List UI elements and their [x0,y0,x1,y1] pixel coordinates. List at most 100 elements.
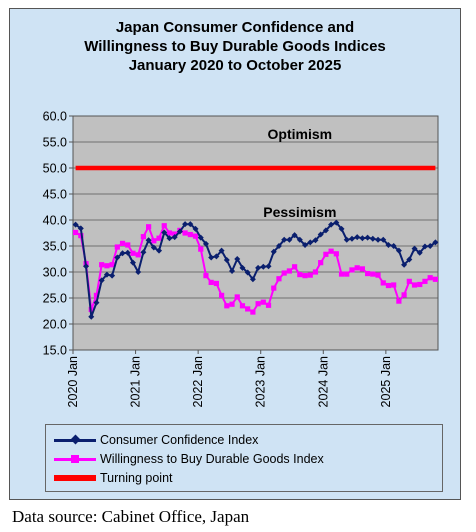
x-tick-label: 2022 Jan [191,356,205,407]
durable-goods-point [156,235,162,241]
durable-goods-point [344,271,350,277]
consumer-confidence-point [176,228,183,235]
x-tick-label: 2023 Jan [254,356,268,407]
durable-goods-point [213,280,219,287]
consumer-confidence-point [150,244,157,251]
durable-goods-point [255,301,261,307]
durable-goods-point [109,262,115,268]
durable-goods-point [271,285,277,291]
consumer-confidence-point [275,243,282,249]
consumer-confidence-point [109,272,116,279]
y-tick-label: 25.0 [43,292,67,306]
title-line-1: Japan Consumer Confidence and [115,19,355,36]
consumer-confidence-point [375,236,382,243]
consumer-confidence-point [395,247,402,254]
consumer-confidence-point [88,313,95,320]
durable-goods-point [380,280,386,286]
durable-goods-point [104,263,110,269]
consumer-confidence-point [406,256,413,263]
consumer-confidence-point [354,234,361,241]
durable-goods-point [203,273,209,279]
legend-label-consumer-confidence: Consumer Confidence Index [100,433,259,447]
durable-goods-point [375,272,381,278]
durable-goods-point [234,294,240,300]
durable-goods-point [93,292,100,298]
consumer-confidence-point [135,269,142,275]
durable-goods-point [422,278,428,284]
x-tick-label: 2021 Jan [129,356,143,407]
optimism-label: Optimism [268,126,333,142]
durable-goods-point [130,250,136,256]
consumer-confidence-point [369,235,376,242]
durable-goods-point [297,272,303,278]
consumer-confidence-point [77,225,84,232]
consumer-confidence-point [286,236,293,243]
title-line-3: January 2020 to October 2025 [128,57,342,74]
durable-goods-point [307,272,313,278]
durable-goods-point [73,229,79,236]
plot-area [72,115,439,351]
x-tick-label: 2020 Jan [66,356,80,407]
consumer-confidence-point [260,263,267,270]
y-tick-label: 35.0 [43,240,67,254]
consumer-confidence-point [234,256,241,262]
consumer-confidence-point [192,225,199,232]
consumer-confidence-point [255,264,262,271]
consumer-confidence-point [401,261,408,268]
durable-goods-point [349,267,355,273]
legend-label-durable-goods: Willingness to Buy Durable Goods Index [100,452,324,466]
durable-goods-point [385,282,392,289]
consumer-confidence-point [229,267,236,274]
durable-goods-point [411,282,418,288]
durable-goods-point [99,262,105,268]
durable-goods-point [406,278,412,284]
durable-goods-point [276,276,282,282]
durable-goods-point [265,302,272,308]
y-tick-label: 40.0 [43,214,67,228]
x-tick-label: 2025 Jan [379,356,393,407]
consumer-confidence-point [270,248,277,255]
durable-goods-point [250,309,256,315]
durable-goods-point [281,270,287,276]
consumer-confidence-point [317,231,324,238]
durable-goods-point [260,299,266,305]
consumer-confidence-point [114,254,121,261]
title-line-2: Willingness to Buy Durable Goods Indices [84,38,386,55]
legend: Consumer Confidence Index Willingness to… [45,424,443,492]
consumer-confidence-point [119,250,126,257]
consumer-confidence-point [333,219,340,226]
durable-goods-point [125,242,131,248]
durable-goods-point [229,301,235,307]
durable-goods-point [432,276,438,282]
y-tick-label: 15.0 [43,344,67,358]
y-tick-label: 30.0 [43,266,67,280]
durable-goods-point [354,265,360,271]
consumer-confidence-line [75,221,436,318]
legend-item-durable-goods: Willingness to Buy Durable Goods Index [54,450,324,468]
consumer-confidence-point [83,263,90,270]
durable-goods-point [151,238,157,244]
legend-label-turning-point: Turning point [100,471,173,485]
durable-goods-point [318,260,324,266]
y-tick-label: 50.0 [43,162,67,176]
consumer-confidence-point [197,234,204,241]
durable-goods-point [302,273,308,279]
durable-goods-point [239,303,246,309]
consumer-confidence-point [348,235,355,242]
consumer-confidence-point [171,234,178,241]
durable-goods-point [224,303,230,309]
durable-goods-point [286,268,292,274]
durable-goods-point [333,251,339,257]
y-tick-label: 20.0 [43,318,67,332]
consumer-confidence-point [380,236,387,243]
durable-goods-point [417,281,423,288]
consumer-confidence-point [343,236,350,243]
consumer-confidence-point [385,241,392,248]
consumer-confidence-point [302,241,309,248]
legend-item-consumer-confidence: Consumer Confidence Index [54,431,258,449]
pessimism-label: Pessimism [263,204,336,220]
durable-goods-point [192,233,199,239]
durable-goods-point [187,231,193,238]
durable-goods-point [114,244,120,250]
